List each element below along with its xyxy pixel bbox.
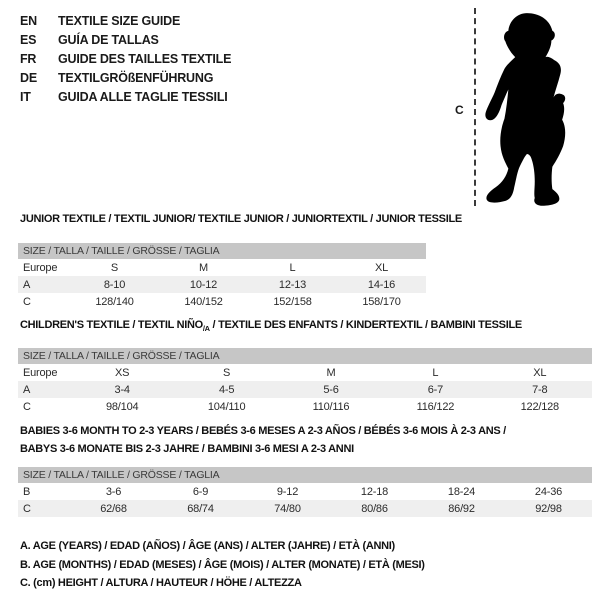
lang-code: ES (20, 32, 37, 47)
value-cell: S (110, 261, 119, 274)
value-cell: 10-12 (189, 278, 218, 291)
table-row: C 128/140 140/152 152/158 158/170 (18, 293, 426, 310)
value-cell: 24-36 (534, 485, 563, 498)
legend-line-c: C. (cm) HEIGHT / ALTURA / HAUTEUR / HÖHE… (20, 577, 302, 589)
children-table-rows: Europe XS S M L XL A 3-4 4-5 5-6 6-7 7-8 C 98/104 104/… (18, 364, 592, 415)
value-cell: 9-12 (276, 485, 299, 498)
lang-row-en: EN TEXTILE SIZE GUIDE (20, 11, 231, 30)
table-row: Europe XS S M L XL (18, 364, 592, 381)
table-row: C 62/68 68/74 74/80 80/86 86/92 92/98 (18, 500, 592, 517)
row-label-cell: A (23, 383, 31, 396)
value-cell: 80/86 (361, 502, 388, 515)
lang-row-fr: FR GUIDE DES TAILLES TEXTILE (20, 49, 231, 68)
lang-title: GUIDA ALLE TAGLIE TESSILI (58, 89, 228, 104)
value-cell: L (432, 366, 439, 379)
babies-section-title: BABIES 3-6 MONTH TO 2-3 YEARS / BEBÉS 3-… (20, 422, 506, 458)
height-marker-dashed-line (474, 8, 476, 206)
value-cell: 68/74 (187, 502, 214, 515)
value-cell: 12-18 (360, 485, 389, 498)
value-cell: 122/128 (520, 400, 560, 413)
lang-title: GUÍA DE TALLAS (58, 32, 159, 47)
value-cell: 18-24 (447, 485, 476, 498)
value-cell: 152/158 (273, 295, 312, 308)
value-cell: XL (374, 261, 389, 274)
height-marker-label: C (455, 103, 464, 117)
value-cell: M (326, 366, 336, 379)
row-label-cell: Europe (23, 366, 58, 379)
value-cell: L (289, 261, 296, 274)
value-cell: 62/68 (100, 502, 127, 515)
value-cell: 6-9 (192, 485, 209, 498)
value-cell: 3-6 (105, 485, 122, 498)
row-label-cell: C (23, 295, 31, 308)
table-row: A 3-4 4-5 5-6 6-7 7-8 (18, 381, 592, 398)
children-size-table: SIZE / TALLA / TAILLE / GRÖSSE / TAGLIA … (18, 348, 592, 415)
value-cell: 7-8 (532, 383, 548, 396)
size-header-bar: SIZE / TALLA / TAILLE / GRÖSSE / TAGLIA (18, 243, 426, 259)
language-header: EN TEXTILE SIZE GUIDE ES GUÍA DE TALLAS … (20, 11, 231, 106)
lang-title: TEXTILE SIZE GUIDE (58, 13, 181, 28)
table-row: B 3-6 6-9 9-12 12-18 18-24 24-36 (18, 483, 592, 500)
row-label-cell: C (23, 502, 31, 515)
value-cell: 92/98 (535, 502, 562, 515)
lang-code: DE (20, 70, 37, 85)
table-row: Europe S M L XL (18, 259, 426, 276)
value-cell: 14-16 (367, 278, 396, 291)
value-cell: 98/104 (105, 400, 139, 413)
legend-line-b: B. AGE (MONTHS) / EDAD (MESES) / ÂGE (MO… (20, 558, 425, 571)
value-cell: 6-7 (427, 383, 444, 396)
children-section-title: CHILDREN'S TEXTILE / TEXTIL NIÑO/A / TEX… (20, 319, 522, 333)
value-cell: 128/140 (95, 295, 134, 308)
babies-title-line2: BABYS 3-6 MONATE BIS 2-3 JAHRE / BAMBINI… (20, 443, 354, 455)
value-cell: XL (533, 366, 547, 379)
value-cell: 158/170 (362, 295, 401, 308)
size-header-bar: SIZE / TALLA / TAILLE / GRÖSSE / TAGLIA (18, 467, 592, 483)
row-label-cell: A (23, 278, 31, 291)
babies-title-line1: BABIES 3-6 MONTH TO 2-3 YEARS / BEBÉS 3-… (20, 425, 506, 437)
value-cell: 116/122 (416, 400, 455, 413)
value-cell: 110/116 (312, 400, 350, 413)
value-cell: XS (115, 366, 130, 379)
value-cell: 86/92 (448, 502, 475, 515)
children-title-post: / TEXTILE DES ENFANTS / KINDERTEXTIL / B… (209, 319, 523, 331)
value-cell: M (199, 261, 208, 274)
table-row: C 98/104 104/110 110/116 116/122 122/128 (18, 398, 592, 415)
row-label-cell: Europe (23, 261, 58, 274)
value-cell: 140/152 (184, 295, 223, 308)
children-title-subscript: /A (202, 324, 210, 334)
babies-table-rows: B 3-6 6-9 9-12 12-18 18-24 24-36 C 62/68 68/74 74/… (18, 483, 592, 517)
legend-line-a: A. AGE (YEARS) / EDAD (AÑOS) / ÂGE (ANS)… (20, 540, 395, 552)
value-cell: 104/110 (207, 400, 246, 413)
row-label-cell: C (23, 400, 31, 413)
value-cell: 3-4 (114, 383, 131, 396)
lang-code: EN (20, 13, 37, 28)
children-title-pre: CHILDREN'S TEXTILE / TEXTIL NIÑO (20, 319, 203, 331)
value-cell: 4-5 (218, 383, 235, 396)
table-row: A 8-10 10-12 12-13 14-16 (18, 276, 426, 293)
size-header-bar: SIZE / TALLA / TAILLE / GRÖSSE / TAGLIA (18, 348, 592, 364)
junior-section-title: JUNIOR TEXTILE / TEXTIL JUNIOR/ TEXTILE … (20, 213, 462, 225)
babies-size-table: SIZE / TALLA / TAILLE / GRÖSSE / TAGLIA … (18, 467, 592, 517)
junior-table-rows: Europe S M L XL A 8-10 10-12 12-13 14-16 C 128/140 1… (18, 259, 426, 310)
lang-code: IT (20, 89, 31, 104)
legend: A. AGE (YEARS) / EDAD (AÑOS) / ÂGE (ANS)… (20, 537, 425, 593)
row-label-cell: B (23, 485, 31, 498)
value-cell: S (223, 366, 231, 379)
value-cell: 12-13 (278, 278, 307, 291)
toddler-silhouette-icon (485, 13, 566, 206)
junior-size-table: SIZE / TALLA / TAILLE / GRÖSSE / TAGLIA … (18, 243, 426, 310)
value-cell: 74/80 (274, 502, 301, 515)
lang-row-de: DE TEXTILGRÖßENFÜHRUNG (20, 68, 231, 87)
value-cell: 8-10 (103, 278, 126, 291)
lang-title: GUIDE DES TAILLES TEXTILE (58, 51, 232, 66)
lang-code: FR (20, 51, 37, 66)
lang-title: TEXTILGRÖßENFÜHRUNG (58, 70, 214, 85)
value-cell: 5-6 (323, 383, 339, 396)
lang-row-it: IT GUIDA ALLE TAGLIE TESSILI (20, 87, 231, 106)
lang-row-es: ES GUÍA DE TALLAS (20, 30, 231, 49)
